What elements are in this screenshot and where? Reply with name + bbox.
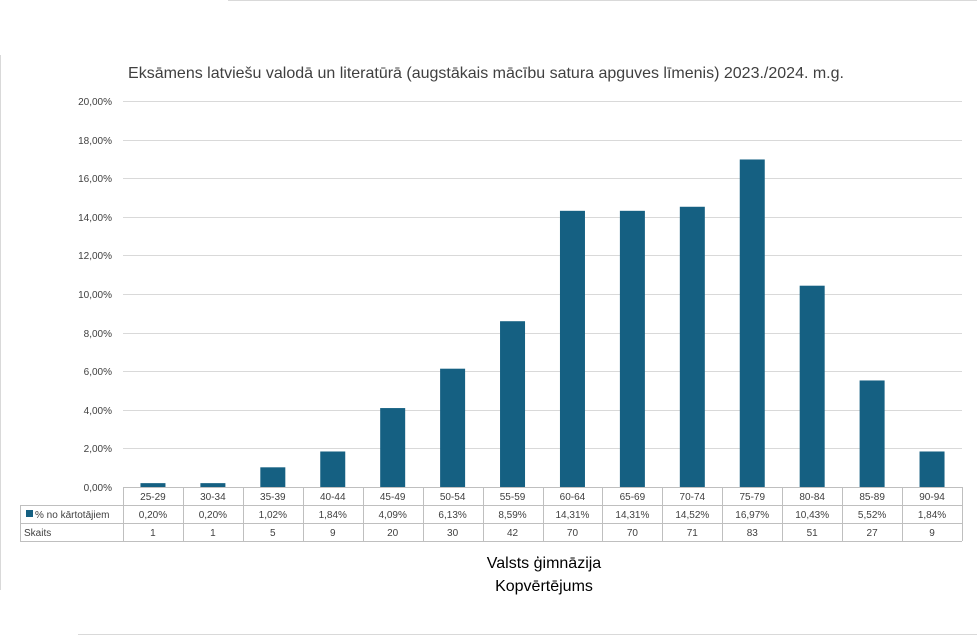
x-category-label: 70-74	[680, 492, 706, 503]
y-tick-label: 8,00%	[84, 329, 112, 340]
count-cell: 27	[867, 528, 879, 539]
y-tick-label: 0,00%	[84, 483, 112, 494]
bar	[559, 210, 585, 487]
x-category-label: 50-54	[440, 492, 466, 503]
data-label: 6,13%	[438, 510, 466, 521]
series-row-label: % no kārtotājiem	[35, 510, 109, 521]
count-cell: 5	[270, 528, 276, 539]
count-cell: 71	[687, 528, 699, 539]
data-table: 25-29 30-34 35-39 40-44 45-49 50-54 55-59 60-64…	[20, 487, 963, 542]
x-category-label: 85-89	[859, 492, 885, 503]
x-axis-title-line-1: Valsts ģimnāzija	[487, 554, 602, 572]
y-tick-label: 4,00%	[84, 406, 112, 417]
y-tick-label: 10,00%	[78, 290, 112, 301]
count-cell: 1	[150, 528, 156, 539]
data-label: 8,59%	[498, 510, 526, 521]
bar	[859, 380, 885, 487]
y-tick-label: 6,00%	[84, 367, 112, 378]
data-label: 5,52%	[858, 510, 886, 521]
bar	[739, 159, 765, 487]
data-label: 0,20%	[199, 510, 227, 521]
count-cell: 51	[807, 528, 819, 539]
x-category-label: 30-34	[200, 492, 226, 503]
table-row-label: Skaits	[24, 528, 51, 539]
count-cell: 1	[210, 528, 216, 539]
x-category-label: 75-79	[739, 492, 765, 503]
bar	[320, 451, 346, 487]
y-tick-label: 12,00%	[78, 251, 112, 262]
y-tick-label: 20,00%	[78, 97, 112, 108]
data-label: 1,84%	[918, 510, 946, 521]
bar	[500, 321, 526, 487]
bar	[140, 483, 166, 487]
data-label: 1,84%	[319, 510, 347, 521]
bar	[919, 451, 945, 487]
legend-key	[26, 510, 33, 517]
bars	[140, 159, 945, 487]
y-tick-label: 18,00%	[78, 136, 112, 147]
count-cell: 9	[330, 528, 336, 539]
data-label: 4,09%	[378, 510, 406, 521]
x-category-label: 55-59	[500, 492, 526, 503]
x-category-label: 35-39	[260, 492, 286, 503]
data-label: 14,31%	[615, 510, 649, 521]
x-category-label: 25-29	[140, 492, 166, 503]
count-cell: 42	[507, 528, 519, 539]
count-cell: 70	[567, 528, 579, 539]
bar	[380, 408, 406, 487]
x-category-label: 80-84	[799, 492, 825, 503]
data-label: 14,52%	[675, 510, 709, 521]
y-tick-label: 16,00%	[78, 174, 112, 185]
x-axis-title-line-2: Kopvērtējums	[495, 578, 593, 595]
count-cell: 70	[627, 528, 639, 539]
bar	[679, 206, 705, 487]
data-label: 16,97%	[735, 510, 769, 521]
y-gridlines	[123, 101, 962, 488]
count-cell: 9	[929, 528, 935, 539]
data-label: 0,20%	[139, 510, 167, 521]
chart-title: Eksāmens latviešu valodā un literatūrā (…	[128, 65, 844, 82]
bar	[440, 368, 466, 487]
data-label: 14,31%	[556, 510, 590, 521]
bar	[260, 467, 286, 487]
y-axis-tick-labels: 0,00% 2,00% 4,00% 6,00% 8,00% 10,00% 12,00% 14,…	[78, 97, 112, 494]
bar	[799, 285, 825, 487]
y-tick-label: 14,00%	[78, 213, 112, 224]
count-cell: 30	[447, 528, 459, 539]
bar	[619, 210, 645, 487]
x-category-label: 40-44	[320, 492, 346, 503]
x-category-label: 65-69	[620, 492, 646, 503]
bar	[200, 483, 226, 487]
x-category-label: 45-49	[380, 492, 406, 503]
x-category-label: 90-94	[919, 492, 945, 503]
count-cell: 83	[747, 528, 759, 539]
data-label: 10,43%	[795, 510, 829, 521]
count-cell: 20	[387, 528, 399, 539]
x-category-label: 60-64	[560, 492, 586, 503]
data-label: 1,02%	[259, 510, 287, 521]
y-tick-label: 2,00%	[84, 444, 112, 455]
